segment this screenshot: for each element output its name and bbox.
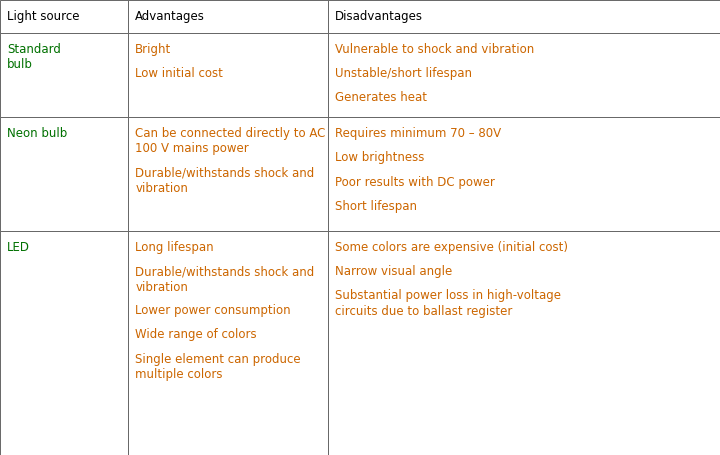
Bar: [0, 117, 128, 231]
Text: Vulnerable to shock and vibration: Vulnerable to shock and vibration: [335, 43, 534, 56]
Bar: [128, 117, 328, 231]
Text: Bright: Bright: [135, 43, 171, 56]
Text: Low initial cost: Low initial cost: [135, 67, 223, 80]
Text: Wide range of colors: Wide range of colors: [135, 329, 257, 342]
Text: Durable/withstands shock and
vibration: Durable/withstands shock and vibration: [135, 166, 315, 195]
Bar: [328, 117, 720, 231]
Text: Durable/withstands shock and
vibration: Durable/withstands shock and vibration: [135, 265, 315, 293]
Text: Single element can produce
multiple colors: Single element can produce multiple colo…: [135, 353, 301, 381]
Bar: [128, 0, 328, 33]
Text: Advantages: Advantages: [135, 10, 205, 23]
Text: LED: LED: [7, 241, 30, 254]
Bar: [328, 0, 720, 33]
Text: Standard
bulb: Standard bulb: [7, 43, 61, 71]
Bar: [328, 33, 720, 117]
Text: Narrow visual angle: Narrow visual angle: [335, 265, 452, 278]
Text: Poor results with DC power: Poor results with DC power: [335, 176, 495, 189]
Text: Lower power consumption: Lower power consumption: [135, 304, 291, 317]
Bar: [0, 231, 128, 455]
Text: Some colors are expensive (initial cost): Some colors are expensive (initial cost): [335, 241, 568, 254]
Bar: [128, 33, 328, 117]
Text: Generates heat: Generates heat: [335, 91, 427, 105]
Text: Long lifespan: Long lifespan: [135, 241, 214, 254]
Text: Substantial power loss in high-voltage
circuits due to ballast register: Substantial power loss in high-voltage c…: [335, 289, 561, 318]
Text: Requires minimum 70 – 80V: Requires minimum 70 – 80V: [335, 127, 508, 140]
Text: Low brightness: Low brightness: [335, 152, 424, 164]
Text: Unstable/short lifespan: Unstable/short lifespan: [335, 67, 472, 80]
Text: Disadvantages: Disadvantages: [335, 10, 423, 23]
Bar: [0, 0, 128, 33]
Bar: [128, 231, 328, 455]
Text: Light source: Light source: [7, 10, 80, 23]
Bar: [0, 33, 128, 117]
Text: Short lifespan: Short lifespan: [335, 200, 417, 213]
Bar: [328, 231, 720, 455]
Text: Can be connected directly to AC
100 V mains power: Can be connected directly to AC 100 V ma…: [135, 127, 325, 156]
Text: Neon bulb: Neon bulb: [7, 127, 68, 140]
